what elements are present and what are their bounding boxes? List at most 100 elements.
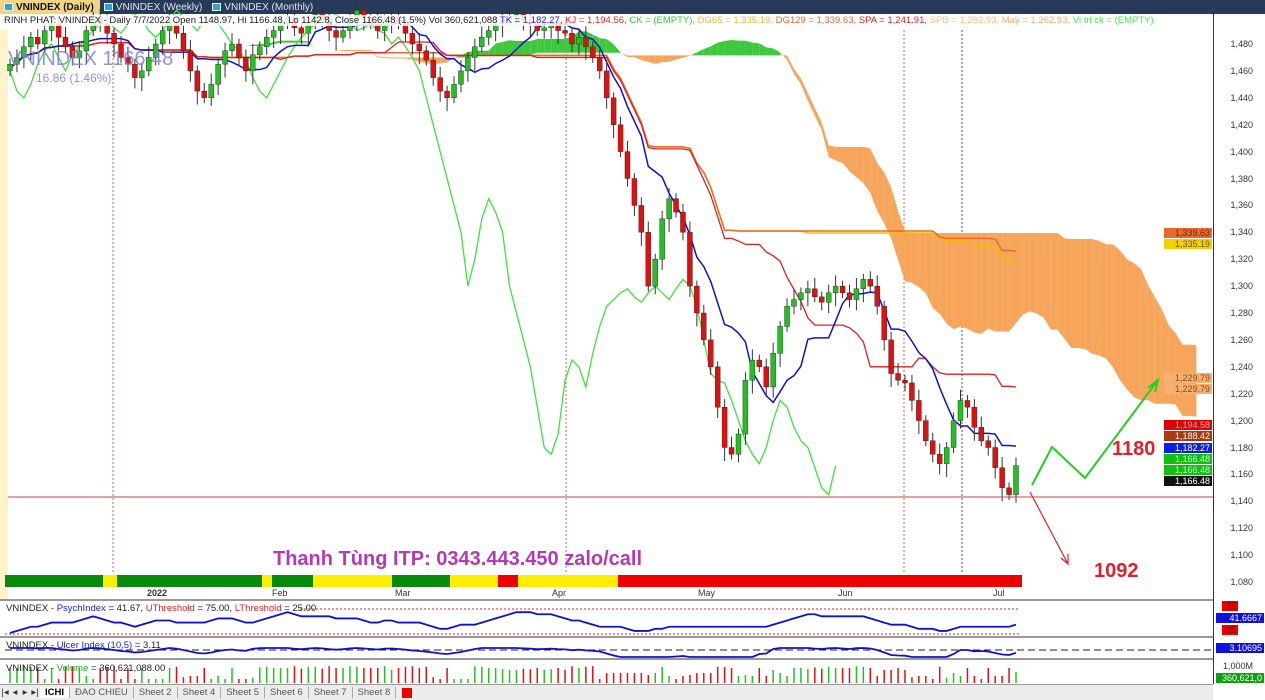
candle-body (451, 84, 457, 98)
cloud-segment (759, 43, 767, 56)
cloud-segment (391, 57, 399, 59)
trend-strip-segment (103, 575, 117, 587)
cloud-segment (356, 50, 364, 52)
chart-icon (103, 3, 113, 11)
plot-background (0, 14, 1213, 684)
candle-body (76, 50, 83, 58)
chart-icon (212, 3, 222, 11)
price-chart[interactable] (0, 0, 1213, 684)
month-label: May (698, 588, 716, 598)
cloud-segment (634, 55, 642, 61)
window-tab[interactable]: VNINDEX (Daily) (0, 0, 100, 14)
candle-body (978, 427, 985, 441)
cloud-segment (252, 44, 260, 47)
cloud-segment (613, 44, 621, 53)
ulcer-line (10, 647, 1017, 658)
cloud-segment (398, 57, 406, 59)
cloud-segment (530, 38, 538, 55)
cloud-segment (1071, 239, 1079, 348)
cloud-segment (911, 232, 919, 288)
cloud-segment (363, 50, 371, 52)
window-tab[interactable]: VNINDEX (Weekly) (100, 0, 209, 14)
first-sheet-button[interactable]: |◂ (1, 687, 9, 698)
cloud-segment (1154, 296, 1162, 404)
trend-strip-segment (392, 575, 450, 587)
candle-body (21, 46, 27, 58)
candle-body (590, 46, 596, 58)
sheet-tab[interactable]: Sheet 5 (221, 687, 266, 698)
cloud-segment (1036, 232, 1044, 318)
cloud-segment (1113, 244, 1121, 381)
candle-body (270, 30, 277, 38)
candle-body (7, 63, 13, 72)
y-tick-label: 1,180 (1230, 442, 1253, 453)
sheet-tab[interactable]: ĐAO CHIEU (70, 687, 134, 698)
candle-body (728, 447, 735, 455)
candle-body (874, 285, 880, 307)
candle-body (701, 312, 707, 341)
next-sheet-button[interactable]: ▸ (22, 687, 28, 698)
price-tag: 1,166.48 (1164, 453, 1212, 464)
lock-icon[interactable] (402, 687, 413, 698)
cloud-segment (800, 78, 808, 101)
candle-body (576, 37, 582, 45)
candle-body (652, 259, 658, 287)
price-tag: 1,229.79 (1164, 372, 1212, 383)
candle-body (187, 50, 194, 72)
cloud-segment (724, 39, 732, 56)
candle-body (777, 326, 783, 354)
candle-body (486, 30, 492, 38)
candle-body (229, 43, 235, 51)
cloud-segment (537, 38, 545, 53)
prev-sheet-button[interactable]: ◂ (12, 687, 18, 698)
y-tick-label: 1,080 (1230, 577, 1253, 587)
candle-body (812, 288, 818, 298)
candle-body (680, 211, 686, 233)
up-scenario-arrow (1031, 379, 1159, 486)
ulcer-panel-title: VNINDEX - Ulcer Index (10,5) = 3.11 (6, 640, 161, 651)
cloud-segment (918, 232, 926, 294)
sheet-tab[interactable]: ICHI (40, 687, 70, 698)
trend-strip-segment (450, 575, 498, 587)
candle-body (243, 57, 249, 72)
month-label: Jun (838, 588, 853, 598)
candle-body (916, 400, 922, 421)
cloud-segment (648, 55, 656, 64)
last-sheet-button[interactable]: ▸| (31, 687, 39, 698)
candle-body (257, 46, 263, 55)
candle-body (333, 30, 339, 38)
candle-body (971, 406, 978, 428)
sheet-tabs: |◂ ◂ ▸ ▸| ICHI ĐAO CHIEU Sheet 2 Sheet 4 Sheet … (0, 684, 1213, 700)
candle-body (444, 90, 450, 98)
candle-body (215, 63, 221, 85)
candle-body (236, 43, 242, 58)
cloud-segment (1106, 244, 1114, 368)
cloud-segment (898, 210, 905, 282)
cloud-segment (641, 55, 649, 62)
contact-annotation: Thanh Tùng ITP: 0343.443.450 zalo/call (273, 548, 643, 570)
threshold-tag: 25 (1222, 625, 1238, 635)
candle-body (825, 292, 832, 303)
candle-body (603, 70, 610, 99)
cloud-segment (1140, 268, 1148, 401)
price-tag: 1,188.42 (1164, 431, 1212, 442)
candle-body (472, 46, 478, 58)
cloud-segment (1078, 239, 1086, 349)
cloud-segment (440, 57, 448, 64)
candle-body (964, 400, 971, 408)
cloud-segment (1120, 250, 1128, 390)
trend-strip-segment (272, 575, 313, 587)
cloud-segment (384, 56, 392, 59)
sheet-tab[interactable]: Sheet 7 (309, 687, 353, 698)
price-axis[interactable]: 1,480 1,460 1,440 1,420 1,400 1,380 1,360 1,340… (1213, 14, 1265, 684)
window-tab[interactable]: VNINDEX (Monthly) (208, 0, 319, 14)
sheet-tab[interactable]: Sheet 6 (265, 687, 309, 698)
candle-body (409, 33, 416, 45)
candle-body (597, 57, 603, 72)
sheet-tab[interactable]: Sheet 8 (353, 687, 397, 698)
sheet-tab[interactable]: Sheet 2 (134, 687, 178, 698)
candle-body (708, 339, 714, 367)
candle-body (881, 306, 887, 341)
sheet-tab[interactable]: Sheet 4 (178, 687, 222, 698)
cloud-segment (280, 40, 288, 43)
